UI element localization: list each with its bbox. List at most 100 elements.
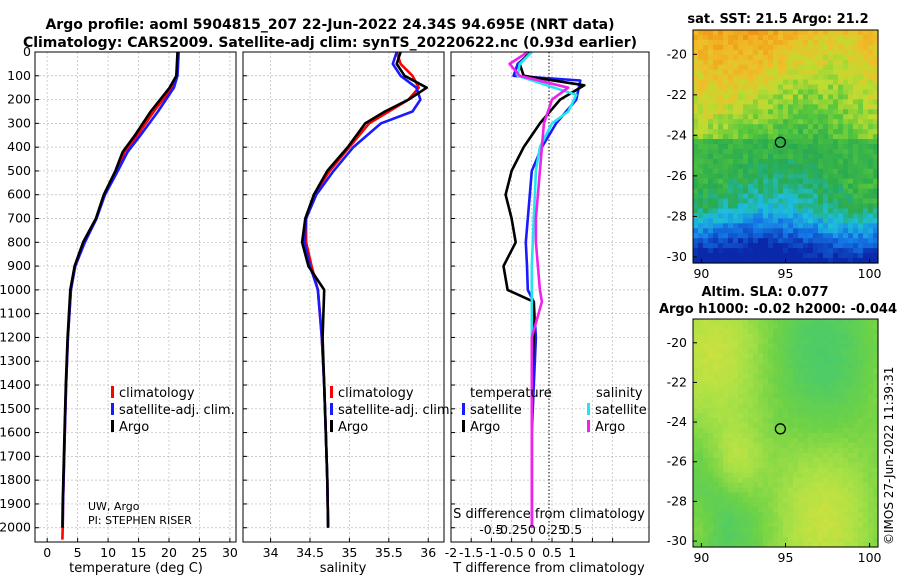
heatmap-cell: [868, 198, 874, 205]
heatmap-cell: [803, 89, 809, 96]
heatmap-cell: [793, 173, 799, 180]
heatmap-cell: [738, 328, 744, 335]
heatmap-cell: [758, 188, 764, 195]
heatmap-cell: [843, 428, 849, 434]
heatmap-cell: [803, 158, 809, 165]
heatmap-cell: [823, 542, 829, 548]
heatmap-cell: [703, 74, 709, 81]
heatmap-cell: [743, 323, 749, 330]
heatmap-cell: [698, 79, 704, 86]
heatmap-cell: [858, 353, 864, 360]
heatmap-cell: [718, 148, 724, 155]
heatmap-cell: [818, 403, 824, 409]
heatmap-cell: [748, 213, 754, 219]
heatmap-cell: [763, 119, 769, 125]
heatmap-cell: [783, 497, 789, 503]
heatmap-cell: [813, 319, 819, 325]
heatmap-cell: [843, 213, 849, 219]
heatmap-cell: [813, 193, 819, 200]
heatmap-cell: [773, 153, 779, 160]
heatmap-cell: [808, 84, 814, 91]
heatmap-cell: [853, 69, 859, 76]
heatmap-cell: [713, 213, 719, 219]
heatmap-cell: [828, 94, 834, 101]
heatmap-cell: [793, 378, 799, 385]
heatmap-cell: [793, 537, 799, 543]
heatmap-cell: [778, 193, 784, 200]
heatmap-cell: [818, 477, 824, 484]
heatmap-cell: [808, 457, 814, 464]
heatmap-cell: [723, 119, 729, 125]
heatmap-cell: [703, 507, 709, 513]
heatmap-cell: [828, 328, 834, 335]
heatmap-cell: [718, 502, 724, 508]
heatmap-cell: [693, 522, 699, 528]
heatmap-cell: [713, 178, 719, 185]
heatmap-cell: [743, 433, 749, 439]
heatmap-cell: [833, 208, 839, 215]
heatmap-cell: [798, 243, 804, 249]
salinity-profiles: [300, 51, 429, 528]
heatmap-cell: [783, 428, 789, 434]
heatmap-cell: [848, 203, 854, 210]
heatmap-cell: [843, 418, 849, 424]
heatmap-cell: [703, 193, 709, 200]
heatmap-cell: [708, 393, 714, 399]
heatmap-cell: [713, 129, 719, 135]
heatmap-cell: [868, 203, 874, 210]
heatmap-cell: [813, 173, 819, 180]
heatmap-cell: [788, 39, 794, 46]
heatmap-cell: [778, 178, 784, 185]
heatmap-cell: [788, 452, 794, 459]
heatmap-cell: [848, 512, 854, 518]
heatmap-cell: [863, 442, 869, 449]
heatmap-cell: [803, 517, 809, 523]
heatmap-cell: [713, 457, 719, 464]
heatmap-cell: [803, 413, 809, 419]
heatmap-cell: [843, 522, 849, 528]
heatmap-cell: [813, 158, 819, 165]
heatmap-cell: [783, 363, 789, 370]
heatmap-cell: [733, 94, 739, 101]
heatmap-cell: [823, 64, 829, 71]
heatmap-cell: [823, 462, 829, 469]
heatmap-cell: [698, 173, 704, 180]
heatmap-cell: [768, 148, 774, 155]
heatmap-cell: [723, 348, 729, 355]
heatmap-cell: [818, 173, 824, 180]
heatmap-cell: [768, 203, 774, 210]
heatmap-cell: [713, 517, 719, 523]
heatmap-cell: [733, 148, 739, 155]
heatmap-cell: [738, 477, 744, 484]
heatmap-cell: [708, 49, 714, 56]
heatmap-cell: [818, 537, 824, 543]
heatmap-cell: [798, 228, 804, 234]
heatmap-cell: [873, 243, 879, 249]
heatmap-cell: [753, 363, 759, 370]
heatmap-cell: [743, 462, 749, 469]
heatmap-cell: [723, 472, 729, 479]
heatmap-cell: [698, 243, 704, 249]
temperature-profiles: [61, 51, 180, 540]
heatmap-cell: [763, 163, 769, 170]
heatmap-cell: [768, 452, 774, 459]
heatmap-cell: [773, 487, 779, 494]
heatmap-cell: [723, 537, 729, 543]
heatmap-cell: [758, 403, 764, 409]
heatmap-cell: [733, 507, 739, 513]
heatmap-cell: [868, 378, 874, 385]
heatmap-cell: [818, 233, 824, 239]
heatmap-cell: [718, 89, 724, 96]
heatmap-cell: [703, 512, 709, 518]
heatmap-cell: [703, 208, 709, 215]
heatmap-cell: [703, 542, 709, 548]
heatmap-cell: [798, 353, 804, 360]
heatmap-cell: [743, 39, 749, 46]
heatmap-cell: [778, 442, 784, 449]
heatmap-cell: [693, 258, 699, 264]
heatmap-cell: [728, 542, 734, 548]
heatmap-cell: [693, 178, 699, 185]
heatmap-cell: [723, 323, 729, 330]
heatmap-cell: [833, 487, 839, 494]
heatmap-cell: [813, 203, 819, 210]
